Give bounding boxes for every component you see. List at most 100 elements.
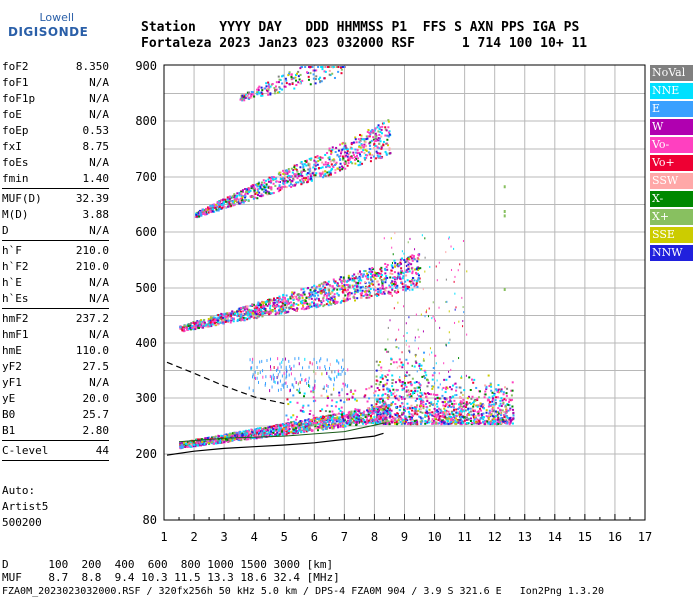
echo-point bbox=[417, 276, 420, 279]
echo-point bbox=[273, 92, 276, 95]
echo-point bbox=[498, 388, 501, 391]
echo-point bbox=[504, 416, 507, 419]
echo-point bbox=[276, 424, 279, 427]
echo-point bbox=[258, 304, 261, 307]
echo-point bbox=[408, 374, 411, 377]
echo-point bbox=[266, 90, 269, 93]
echo-point bbox=[380, 128, 383, 131]
echo-point bbox=[382, 144, 385, 147]
echo-point bbox=[317, 305, 320, 308]
echo-point bbox=[333, 418, 336, 421]
echo-point bbox=[478, 407, 481, 410]
echo-point bbox=[362, 295, 365, 298]
echo-point bbox=[237, 314, 240, 317]
echo-point bbox=[269, 192, 272, 195]
echo-point bbox=[288, 184, 291, 187]
echo-point bbox=[335, 161, 338, 164]
echo-point bbox=[185, 442, 188, 445]
echo-point bbox=[384, 278, 387, 281]
echo-point bbox=[354, 408, 357, 411]
echo-point bbox=[277, 190, 280, 193]
echo-point bbox=[349, 151, 352, 154]
echo-point bbox=[393, 259, 396, 262]
echo-point bbox=[489, 413, 492, 416]
echo-point bbox=[379, 155, 382, 158]
echo-point bbox=[322, 387, 325, 390]
echo-point bbox=[250, 435, 253, 438]
echo-point bbox=[383, 292, 386, 295]
echo-point bbox=[291, 179, 294, 182]
echo-point bbox=[204, 207, 207, 210]
echo-point bbox=[378, 383, 381, 386]
echo-point bbox=[294, 73, 297, 76]
echo-point bbox=[317, 167, 320, 170]
echo-point bbox=[495, 396, 498, 399]
echo-point bbox=[257, 182, 260, 185]
echo-point bbox=[265, 303, 268, 306]
echo-point bbox=[285, 425, 288, 428]
echo-point bbox=[286, 304, 289, 307]
echo-point bbox=[378, 128, 381, 131]
echo-point bbox=[388, 147, 391, 150]
echo-point bbox=[348, 278, 351, 281]
y-tick-label: 200 bbox=[135, 447, 157, 461]
echo-point bbox=[302, 181, 305, 184]
echo-point bbox=[375, 420, 378, 423]
echo-point bbox=[384, 383, 387, 386]
echo-point bbox=[226, 438, 229, 441]
echo-point bbox=[416, 260, 419, 263]
echo-point bbox=[278, 425, 281, 428]
echo-point bbox=[342, 297, 345, 300]
echo-point bbox=[281, 428, 284, 431]
echo-point bbox=[344, 144, 347, 147]
echo-point bbox=[246, 305, 249, 308]
echo-point bbox=[377, 283, 380, 286]
echo-point bbox=[368, 412, 371, 415]
echo-point bbox=[313, 422, 316, 425]
echo-point bbox=[450, 388, 453, 391]
echo-point bbox=[312, 389, 315, 392]
echo-point bbox=[207, 322, 210, 325]
echo-point bbox=[407, 389, 410, 392]
echo-point bbox=[256, 308, 259, 311]
param-row: foE N/A bbox=[2, 107, 109, 123]
echo-point bbox=[356, 277, 359, 280]
echo-point bbox=[439, 408, 442, 411]
echo-point bbox=[319, 415, 322, 418]
echo-point bbox=[380, 274, 383, 277]
echo-point bbox=[417, 274, 420, 277]
echo-point bbox=[410, 419, 413, 422]
echo-point bbox=[291, 175, 294, 178]
echo-point bbox=[323, 422, 326, 425]
echo-point bbox=[266, 432, 269, 435]
echo-point bbox=[301, 294, 304, 297]
echo-point bbox=[243, 93, 246, 96]
echo-point bbox=[386, 373, 389, 376]
echo-point bbox=[232, 194, 235, 197]
echo-point bbox=[297, 390, 300, 393]
echo-point bbox=[413, 381, 416, 384]
echo-point bbox=[251, 312, 254, 315]
echo-point bbox=[377, 136, 380, 139]
echo-point bbox=[252, 195, 255, 198]
echo-point bbox=[455, 402, 458, 405]
echo-point bbox=[206, 206, 209, 209]
echo-point bbox=[229, 205, 232, 208]
echo-point bbox=[312, 299, 315, 302]
echo-point bbox=[279, 424, 282, 427]
echo-point bbox=[255, 432, 258, 435]
echo-point bbox=[413, 258, 416, 261]
echo-point bbox=[383, 278, 386, 281]
echo-point bbox=[341, 290, 344, 293]
echo-point bbox=[239, 202, 242, 205]
echo-point bbox=[311, 66, 314, 68]
x-tick-label: 13 bbox=[518, 530, 532, 544]
echo-point bbox=[288, 427, 291, 430]
echo-point bbox=[390, 269, 393, 272]
echo-point bbox=[188, 445, 191, 448]
plot-frame bbox=[163, 64, 646, 521]
echo-point bbox=[309, 302, 312, 305]
echo-point bbox=[268, 298, 271, 301]
echo-point bbox=[354, 389, 357, 392]
echo-point bbox=[222, 322, 225, 325]
